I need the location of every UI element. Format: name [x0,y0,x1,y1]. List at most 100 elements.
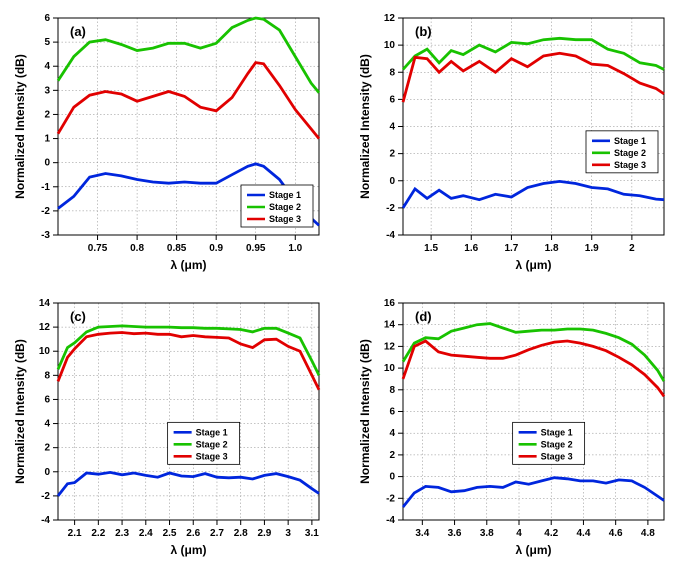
svg-text:3.8: 3.8 [480,528,494,539]
svg-text:2.9: 2.9 [257,528,271,539]
panel-a: 0.750.850.950.80.91.0-3-2-10123456λ (μm)… [10,10,330,280]
svg-text:4: 4 [516,528,522,539]
legend-label: Stage 3 [196,451,228,461]
svg-text:2: 2 [44,443,50,454]
svg-text:1.5: 1.5 [424,243,438,254]
svg-text:1.6: 1.6 [464,243,478,254]
panel-letter: (a) [70,24,86,39]
svg-text:8: 8 [389,67,395,78]
series-stage3 [58,333,319,390]
svg-text:2.7: 2.7 [210,528,224,539]
svg-text:4.8: 4.8 [641,528,655,539]
legend-label: Stage 1 [614,136,646,146]
panel-b: 1.51.61.71.81.92-4-2024681012λ (μm)Norma… [355,10,675,280]
series-stage2 [403,38,664,69]
svg-text:4.2: 4.2 [544,528,558,539]
legend-label: Stage 3 [541,451,573,461]
svg-text:0: 0 [44,158,50,169]
panel-d: 3.43.63.844.24.44.64.8-4-20246810121416λ… [355,295,675,565]
panel-grid: 0.750.850.950.80.91.0-3-2-10123456λ (μm)… [10,10,675,565]
panel-c: 2.12.22.32.42.52.62.72.82.933.1-4-202468… [10,295,330,565]
legend-label: Stage 2 [541,439,573,449]
panel-letter: (b) [415,24,432,39]
y-axis-label: Normalized Intensity (dB) [13,54,27,199]
svg-text:-4: -4 [386,515,395,526]
svg-text:1.9: 1.9 [585,243,599,254]
legend-label: Stage 2 [269,202,301,212]
svg-text:-2: -2 [386,493,395,504]
svg-text:2: 2 [44,109,50,120]
svg-text:3: 3 [285,528,291,539]
panel-letter: (d) [415,309,432,324]
svg-text:4: 4 [389,428,395,439]
legend-label: Stage 1 [269,190,301,200]
svg-text:3.6: 3.6 [448,528,462,539]
y-axis-label: Normalized Intensity (dB) [358,54,372,199]
series-stage2 [58,18,319,93]
svg-text:0.95: 0.95 [246,243,266,254]
svg-text:0: 0 [389,472,395,483]
svg-text:0.75: 0.75 [88,243,108,254]
x-axis-label: λ (μm) [170,543,206,557]
svg-text:10: 10 [39,346,51,357]
svg-text:1.0: 1.0 [288,243,302,254]
svg-text:6: 6 [44,394,50,405]
series-stage1 [403,478,664,507]
x-axis-label: λ (μm) [170,258,206,272]
svg-text:12: 12 [39,322,51,333]
legend-label: Stage 2 [196,439,228,449]
legend-label: Stage 1 [196,427,228,437]
panel-letter: (c) [70,309,86,324]
svg-text:-4: -4 [41,515,50,526]
svg-text:12: 12 [384,341,396,352]
svg-text:4.4: 4.4 [576,528,590,539]
y-axis-label: Normalized Intensity (dB) [358,339,372,484]
series-stage1 [403,181,664,208]
svg-text:1.8: 1.8 [545,243,559,254]
svg-text:6: 6 [44,13,50,24]
svg-text:3: 3 [44,85,50,96]
svg-text:2.8: 2.8 [234,528,248,539]
svg-text:2: 2 [389,450,395,461]
svg-text:0: 0 [389,176,395,187]
x-axis-label: λ (μm) [515,258,551,272]
svg-text:2.3: 2.3 [115,528,129,539]
svg-text:0.85: 0.85 [167,243,187,254]
svg-text:4: 4 [44,61,50,72]
svg-text:-2: -2 [386,203,395,214]
svg-text:12: 12 [384,13,396,24]
svg-text:1: 1 [44,134,50,145]
legend-label: Stage 2 [614,148,646,158]
svg-text:-2: -2 [41,491,50,502]
svg-text:16: 16 [384,298,396,309]
legend-label: Stage 1 [541,427,573,437]
svg-text:3.1: 3.1 [305,528,319,539]
svg-text:10: 10 [384,40,396,51]
svg-text:2.5: 2.5 [163,528,177,539]
svg-text:6: 6 [389,407,395,418]
svg-text:5: 5 [44,37,50,48]
y-axis-label: Normalized Intensity (dB) [13,339,27,484]
svg-text:14: 14 [384,320,396,331]
svg-text:1.7: 1.7 [504,243,518,254]
legend-label: Stage 3 [614,160,646,170]
svg-text:8: 8 [389,385,395,396]
series-stage3 [403,341,664,396]
svg-text:14: 14 [39,298,51,309]
svg-text:6: 6 [389,94,395,105]
legend-label: Stage 3 [269,214,301,224]
svg-text:2.6: 2.6 [186,528,200,539]
svg-text:10: 10 [384,363,396,374]
svg-text:2: 2 [629,243,635,254]
svg-text:4.6: 4.6 [609,528,623,539]
x-axis-label: λ (μm) [515,543,551,557]
series-stage1 [58,472,319,496]
svg-text:4: 4 [44,419,50,430]
series-stage3 [58,63,319,139]
svg-text:-1: -1 [41,182,50,193]
svg-text:2.1: 2.1 [68,528,82,539]
svg-text:-4: -4 [386,230,395,241]
svg-text:-2: -2 [41,206,50,217]
svg-text:2.4: 2.4 [139,528,153,539]
svg-text:2.2: 2.2 [91,528,105,539]
